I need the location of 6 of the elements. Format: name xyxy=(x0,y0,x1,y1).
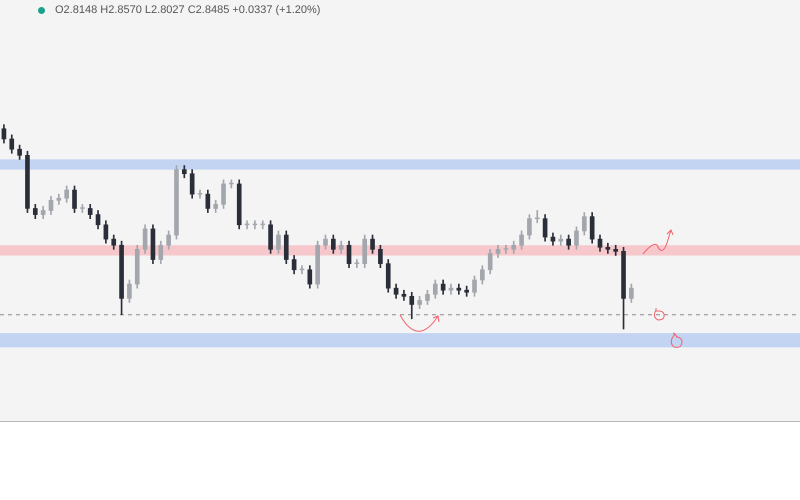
candlestick xyxy=(448,284,454,295)
candlestick xyxy=(300,265,304,274)
candlestick xyxy=(244,220,250,230)
candlestick xyxy=(198,190,202,199)
text: O2.8148 H2.8570 L2.8027 C2.8485 +0.0337 (+1.20%) xyxy=(55,4,320,16)
candlestick xyxy=(402,290,406,301)
